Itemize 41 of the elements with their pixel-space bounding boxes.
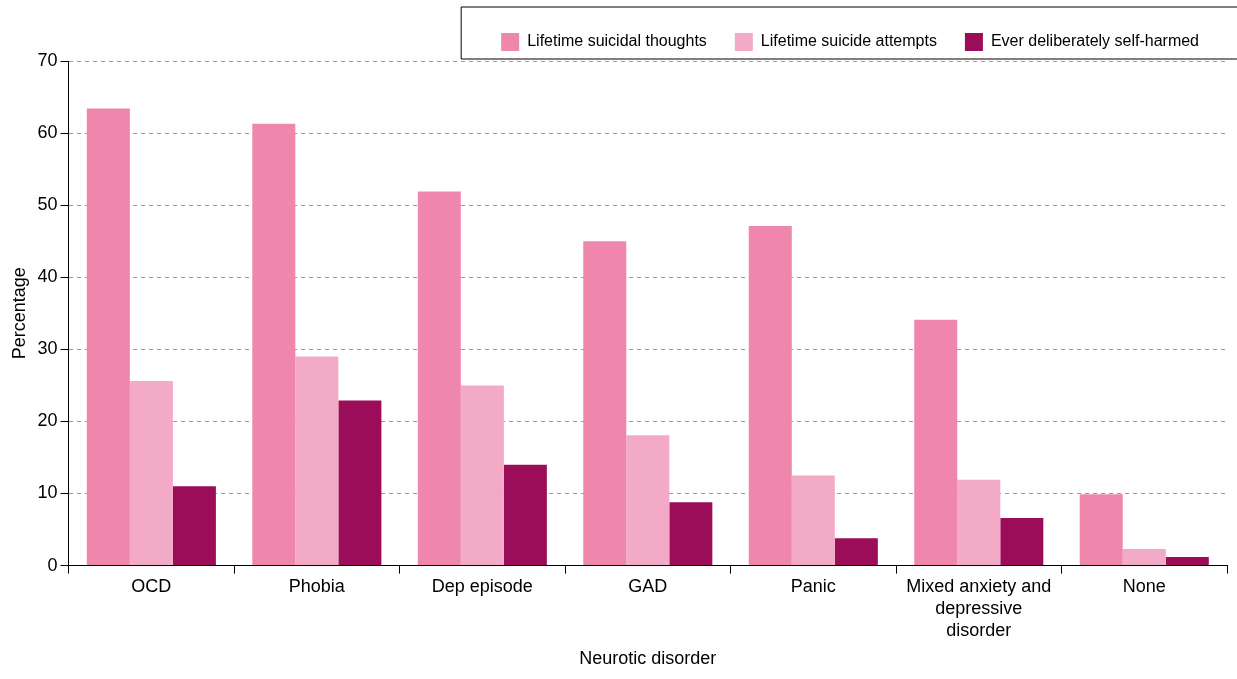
bar xyxy=(338,400,382,566)
x-tick-label: Phobia xyxy=(288,576,346,597)
legend-label: Ever deliberately self-harmed xyxy=(990,32,1199,50)
bar xyxy=(583,241,627,566)
bar xyxy=(914,319,958,566)
bar xyxy=(252,123,296,566)
bar xyxy=(460,385,504,566)
x-tick-label: Mixed anxiety and depressive disorder xyxy=(906,576,1052,640)
bar xyxy=(834,538,878,566)
bar xyxy=(417,191,461,566)
y-tick-label: 20 xyxy=(37,410,58,431)
legend-label: Lifetime suicidal thoughts xyxy=(527,32,707,50)
bar xyxy=(957,479,1001,566)
y-tick-label: 10 xyxy=(37,482,58,503)
x-tick-label: Dep episode xyxy=(431,576,533,597)
y-tick-label: 40 xyxy=(37,266,58,287)
bar xyxy=(1122,549,1166,566)
x-axis-title: Neurotic disorder xyxy=(579,648,717,669)
y-tick-label: 50 xyxy=(37,194,58,215)
bar xyxy=(295,356,339,566)
y-tick-label: 70 xyxy=(37,49,58,70)
y-tick-label: 30 xyxy=(37,338,58,359)
bar xyxy=(1079,494,1123,566)
legend-label: Lifetime suicide attempts xyxy=(760,32,937,50)
bar xyxy=(1165,556,1209,566)
y-tick-label: 60 xyxy=(37,122,58,143)
x-tick-label: OCD xyxy=(131,576,172,597)
bar xyxy=(172,486,216,566)
bar xyxy=(1000,518,1044,566)
x-tick-label: GAD xyxy=(628,576,668,597)
bar xyxy=(626,435,670,566)
bar xyxy=(748,226,792,566)
bar xyxy=(791,475,835,566)
bar xyxy=(129,381,173,566)
bar xyxy=(503,464,547,566)
x-tick-label: Panic xyxy=(790,576,836,597)
y-axis-title: Percentage xyxy=(8,267,29,360)
y-tick-label: 0 xyxy=(47,554,58,575)
x-tick-label: None xyxy=(1122,576,1166,597)
bar xyxy=(669,502,713,566)
bar xyxy=(86,108,130,566)
